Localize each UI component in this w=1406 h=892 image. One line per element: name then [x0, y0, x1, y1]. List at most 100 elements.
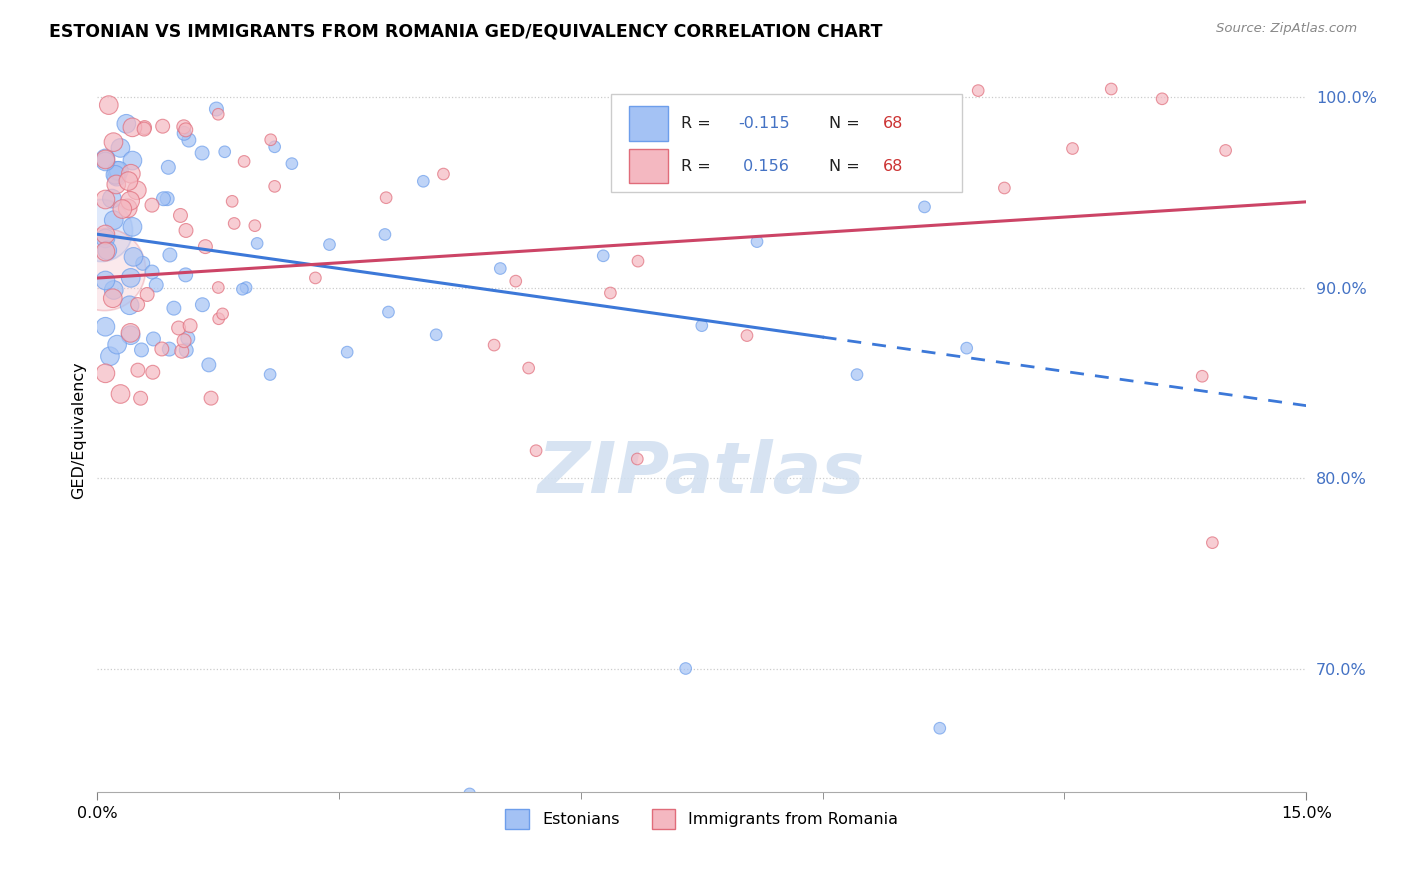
- Point: [120, 328, 142, 343]
- Point: [93, 261, 115, 276]
- Point: [159, 248, 181, 262]
- Legend: Estonians, Immigrants from Romania: Estonians, Immigrants from Romania: [499, 803, 904, 835]
- Point: [458, 787, 481, 801]
- Point: [173, 334, 195, 348]
- Point: [90, 223, 112, 237]
- Point: [1152, 92, 1174, 106]
- Point: [174, 123, 197, 137]
- Point: [117, 174, 139, 188]
- Point: [142, 365, 165, 379]
- Text: N =: N =: [828, 159, 865, 174]
- Point: [94, 227, 117, 242]
- Point: [120, 167, 142, 181]
- Point: [205, 102, 228, 116]
- Point: [94, 231, 117, 245]
- Point: [141, 198, 163, 212]
- Point: [173, 126, 195, 140]
- Point: [120, 326, 142, 340]
- Point: [235, 280, 257, 294]
- Point: [524, 443, 547, 458]
- Point: [191, 298, 214, 312]
- Point: [152, 192, 174, 206]
- Point: [94, 154, 117, 169]
- Point: [211, 307, 233, 321]
- Point: [336, 345, 359, 359]
- Point: [263, 179, 285, 194]
- FancyBboxPatch shape: [630, 149, 668, 184]
- Point: [233, 154, 256, 169]
- Point: [505, 274, 527, 288]
- Text: R =: R =: [682, 116, 716, 131]
- Point: [207, 280, 229, 294]
- Point: [134, 120, 156, 135]
- Point: [94, 152, 117, 166]
- Point: [938, 169, 960, 184]
- Point: [259, 368, 281, 382]
- Point: [115, 117, 138, 131]
- Point: [157, 161, 180, 175]
- Point: [200, 391, 222, 405]
- Text: -0.115: -0.115: [738, 116, 790, 131]
- Point: [156, 192, 179, 206]
- Point: [145, 278, 167, 293]
- Text: 68: 68: [883, 116, 904, 131]
- Point: [94, 367, 117, 381]
- Point: [174, 343, 197, 358]
- Point: [157, 342, 180, 356]
- Point: [118, 298, 141, 312]
- Point: [208, 311, 231, 326]
- Point: [121, 153, 143, 168]
- FancyBboxPatch shape: [630, 106, 668, 141]
- Text: Source: ZipAtlas.com: Source: ZipAtlas.com: [1216, 22, 1357, 36]
- Point: [132, 122, 155, 136]
- Point: [169, 209, 191, 223]
- Point: [735, 328, 758, 343]
- Point: [98, 349, 121, 363]
- Point: [675, 661, 697, 675]
- Point: [174, 223, 197, 237]
- Point: [129, 391, 152, 405]
- Point: [993, 181, 1015, 195]
- Point: [120, 194, 142, 208]
- Point: [879, 120, 901, 134]
- Point: [690, 318, 713, 333]
- Point: [170, 344, 193, 359]
- Point: [97, 98, 120, 112]
- Point: [231, 282, 253, 296]
- Point: [745, 235, 768, 249]
- Point: [1062, 141, 1084, 155]
- Point: [167, 321, 190, 335]
- Point: [105, 169, 128, 184]
- Point: [122, 250, 145, 264]
- Point: [221, 194, 243, 209]
- Point: [191, 146, 214, 161]
- FancyBboxPatch shape: [612, 94, 962, 192]
- Point: [425, 327, 447, 342]
- Point: [194, 239, 217, 253]
- Point: [120, 271, 142, 285]
- Point: [104, 168, 127, 182]
- Point: [111, 202, 134, 216]
- Point: [489, 261, 512, 276]
- Point: [260, 133, 283, 147]
- Point: [214, 145, 236, 159]
- Point: [127, 297, 149, 311]
- Text: R =: R =: [682, 159, 716, 174]
- Point: [94, 193, 117, 207]
- Text: N =: N =: [828, 116, 865, 131]
- Text: 68: 68: [883, 159, 904, 174]
- Point: [152, 119, 174, 133]
- Point: [592, 249, 614, 263]
- Point: [105, 178, 128, 192]
- Point: [101, 291, 124, 305]
- Point: [519, 795, 541, 809]
- Point: [105, 337, 128, 351]
- Point: [108, 163, 131, 178]
- Point: [94, 153, 117, 167]
- Point: [179, 318, 201, 333]
- Point: [198, 358, 221, 372]
- Point: [110, 387, 132, 401]
- Point: [246, 236, 269, 251]
- Point: [117, 202, 139, 216]
- Point: [318, 237, 340, 252]
